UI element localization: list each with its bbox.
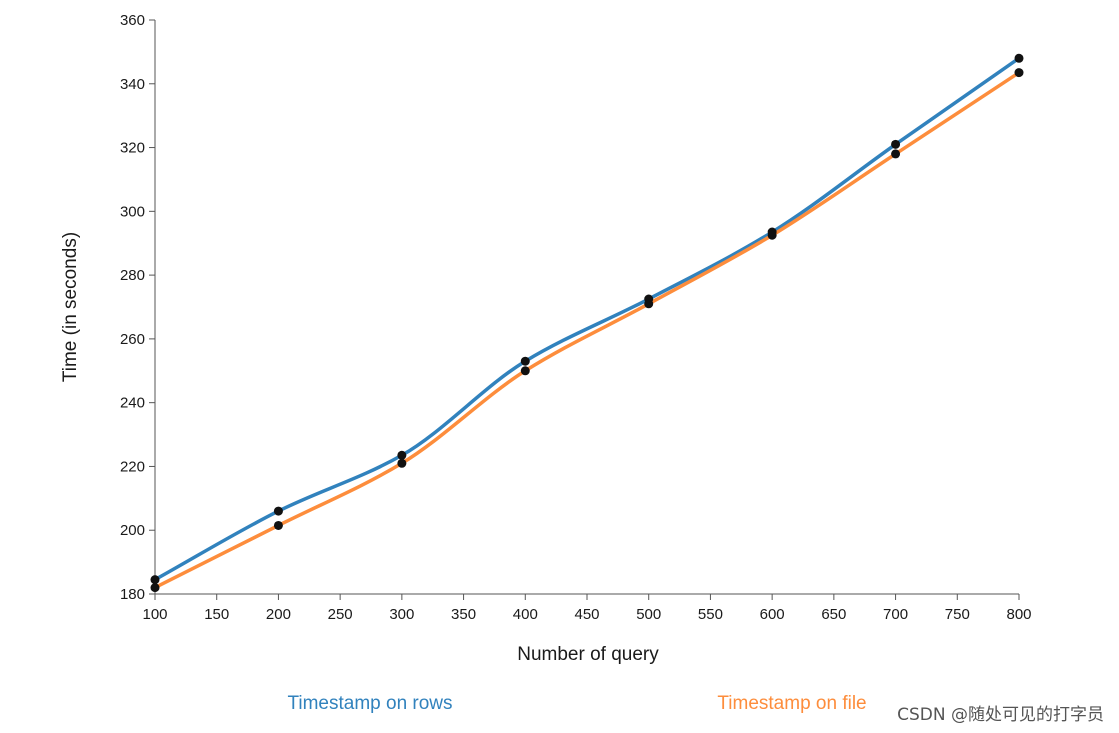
- data-point: [520, 366, 530, 376]
- x-tick-label: 100: [142, 606, 167, 623]
- y-tick-label: 200: [120, 522, 145, 539]
- data-point: [150, 583, 160, 593]
- data-point: [1014, 68, 1024, 78]
- y-tick-label: 180: [120, 586, 145, 603]
- data-point: [520, 356, 530, 366]
- data-point: [644, 299, 654, 309]
- data-point: [891, 139, 901, 149]
- x-tick-label: 750: [945, 606, 970, 623]
- legend-entry-1: Timestamp on rows: [287, 693, 452, 714]
- data-point: [397, 450, 407, 460]
- x-tick-label: 250: [328, 606, 353, 623]
- x-tick-label: 700: [883, 606, 908, 623]
- legend: Timestamp on rows Timestamp on file: [287, 693, 866, 714]
- axes: 180 200 220 240 260 280 300 320 340 360 100 150 200 2…: [120, 12, 1032, 623]
- x-tick-label: 500: [636, 606, 661, 623]
- y-tick-label: 240: [120, 395, 145, 412]
- series-lines: [153, 56, 1021, 590]
- x-tick-label: 400: [513, 606, 538, 623]
- y-tick-label: 300: [120, 203, 145, 220]
- x-axis-title: Number of query: [517, 644, 659, 665]
- watermark-text: CSDN @随处可见的打字员: [897, 705, 1104, 725]
- y-tick-label: 340: [120, 76, 145, 93]
- data-point: [397, 458, 407, 468]
- data-point: [767, 230, 777, 240]
- x-tick-label: 600: [760, 606, 785, 623]
- series-line-2: [153, 70, 1021, 590]
- x-tick-label: 450: [574, 606, 599, 623]
- data-point: [273, 520, 283, 530]
- data-point: [891, 149, 901, 159]
- y-tick-label: 260: [120, 331, 145, 348]
- data-point: [150, 575, 160, 585]
- x-tick-label: 550: [698, 606, 723, 623]
- legend-entry-2: Timestamp on file: [717, 693, 866, 714]
- y-axis-title: Time (in seconds): [60, 232, 81, 382]
- x-tick-label: 650: [821, 606, 846, 623]
- y-tick-label: 280: [120, 267, 145, 284]
- x-tick-label: 150: [204, 606, 229, 623]
- x-tick-label: 200: [266, 606, 291, 623]
- data-point: [273, 506, 283, 516]
- y-tick-label: 360: [120, 12, 145, 29]
- series-line-1: [153, 56, 1021, 582]
- y-tick-label: 220: [120, 458, 145, 475]
- data-point: [1014, 53, 1024, 63]
- x-tick-label: 300: [389, 606, 414, 623]
- x-tick-label: 800: [1006, 606, 1031, 623]
- data-points: [150, 53, 1024, 593]
- y-tick-label: 320: [120, 140, 145, 157]
- x-tick-label: 350: [451, 606, 476, 623]
